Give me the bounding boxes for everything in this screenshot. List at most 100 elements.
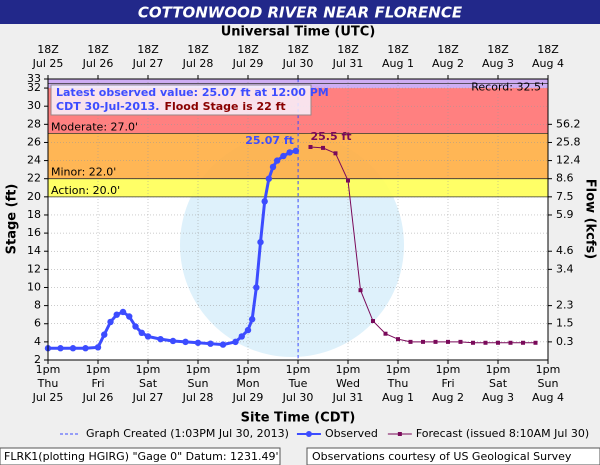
x-tick-date: Jul 27 xyxy=(132,391,164,404)
x-top-tick-label: 18Z xyxy=(537,43,559,56)
point xyxy=(261,198,268,205)
x-tick-date: Jul 26 xyxy=(82,391,114,404)
top-axis-label: Universal Time (UTC) xyxy=(221,25,376,40)
point xyxy=(292,147,300,155)
point xyxy=(280,152,287,160)
x-tick-label: 1pm xyxy=(136,363,161,376)
legend-label: Observed xyxy=(325,427,378,440)
legend-label: Graph Created (1:03PM Jul 30, 2013) xyxy=(86,427,289,440)
x-tick-day: Fri xyxy=(441,377,454,390)
x-tick-date: Aug 4 xyxy=(532,391,564,404)
point xyxy=(433,339,438,344)
x-tick-label: 1pm xyxy=(386,363,411,376)
x-tick-date: Aug 2 xyxy=(432,391,464,404)
y2-tick-label: 1.5 xyxy=(556,317,574,330)
point xyxy=(508,340,513,345)
x-tick-day: Thu xyxy=(37,377,59,390)
point xyxy=(308,144,313,149)
point xyxy=(132,323,139,330)
x-top-tick-date: Jul 31 xyxy=(332,57,364,70)
stage-label: Record: 32.5' xyxy=(471,81,544,94)
x-tick-date: Aug 3 xyxy=(482,391,514,404)
x-top-tick-date: Jul 26 xyxy=(82,57,114,70)
x-tick-day: Wed xyxy=(336,377,360,390)
x-tick-label: 1pm xyxy=(536,363,561,376)
point xyxy=(182,338,189,346)
point xyxy=(144,333,152,340)
x-tick-date: Jul 31 xyxy=(332,391,364,404)
x-top-tick-date: Aug 2 xyxy=(432,57,464,70)
point xyxy=(257,238,264,246)
x-tick-label: 1pm xyxy=(236,363,261,376)
point xyxy=(421,339,425,344)
y2-tick-label: 7.5 xyxy=(556,190,574,203)
point xyxy=(273,157,281,164)
plot-border xyxy=(47,78,549,361)
x-tick-label: 1pm xyxy=(186,363,211,376)
legend-marker xyxy=(397,432,402,436)
x-tick-label: 1pm xyxy=(336,363,361,376)
x-top-tick-date: Aug 3 xyxy=(482,57,514,70)
y-tick-label: 2 xyxy=(34,353,41,366)
x-top-tick-label: 18Z xyxy=(337,43,359,56)
x-tick-date: Jul 25 xyxy=(32,391,64,404)
info-line: Latest observed value: 25.07 ft at 12:00… xyxy=(56,86,329,99)
x-top-tick-label: 18Z xyxy=(437,43,459,56)
point xyxy=(346,178,350,183)
x-tick-label: 1pm xyxy=(286,363,311,376)
point xyxy=(269,163,277,171)
x-top-tick-date: Aug 1 xyxy=(382,57,414,70)
info-box xyxy=(50,84,312,116)
point xyxy=(446,339,450,344)
point xyxy=(496,340,500,345)
y2-axis-label: Flow (kcfs) xyxy=(583,179,598,259)
stage-label: Moderate: 27.0' xyxy=(51,120,138,133)
title-bar xyxy=(0,0,600,24)
y-tick-label: 28 xyxy=(27,117,41,130)
y2-tick-label: 8.6 xyxy=(556,172,574,185)
point xyxy=(232,338,239,346)
data-label: 25.07 ft xyxy=(245,134,294,147)
x-top-tick-label: 18Z xyxy=(387,43,409,56)
x-tick-label: 1pm xyxy=(86,363,111,376)
x-tick-date: Aug 1 xyxy=(382,391,414,404)
point xyxy=(207,340,214,347)
x-top-tick-date: Jul 29 xyxy=(232,57,264,70)
point xyxy=(533,340,538,345)
y-tick-label: 24 xyxy=(27,154,41,167)
x-tick-day: Sun xyxy=(538,377,559,390)
info-line: Flood Stage is 22 ft xyxy=(164,100,285,113)
y-tick-label: 33 xyxy=(27,72,41,85)
y-tick-label: 6 xyxy=(34,317,41,330)
x-tick-label: 1pm xyxy=(486,363,511,376)
point xyxy=(471,340,475,345)
point xyxy=(408,339,413,344)
x-top-tick-label: 18Z xyxy=(487,43,509,56)
point xyxy=(521,340,525,345)
x-top-tick-date: Jul 30 xyxy=(282,57,314,70)
x-tick-date: Jul 28 xyxy=(182,391,214,404)
point xyxy=(69,345,77,352)
point xyxy=(101,331,108,338)
y2-tick-label: 4.6 xyxy=(556,244,574,257)
x-top-tick-date: Aug 4 xyxy=(532,57,564,70)
x-axis-label: Site Time (CDT) xyxy=(241,411,356,426)
x-tick-day: Sat xyxy=(489,377,508,390)
x-top-tick-label: 18Z xyxy=(187,43,209,56)
y-tick-label: 26 xyxy=(27,135,41,148)
info-line: CDT 30-Jul-2013. xyxy=(56,100,159,113)
y-tick-label: 8 xyxy=(34,299,41,312)
footer-left: FLRK1(plotting HGIRG) "Gage 0" Datum: 12… xyxy=(4,450,279,463)
x-tick-label: 1pm xyxy=(36,363,61,376)
x-tick-day: Sun xyxy=(188,377,209,390)
y2-tick-label: 3.4 xyxy=(556,262,574,275)
stage-label: Minor: 22.0' xyxy=(51,166,116,179)
y-tick-label: 20 xyxy=(27,190,41,203)
point xyxy=(57,345,64,352)
point xyxy=(371,319,375,324)
y2-tick-label: 5.9 xyxy=(556,208,574,221)
point xyxy=(169,337,177,345)
point xyxy=(458,339,463,344)
footer-right-box xyxy=(306,447,600,465)
